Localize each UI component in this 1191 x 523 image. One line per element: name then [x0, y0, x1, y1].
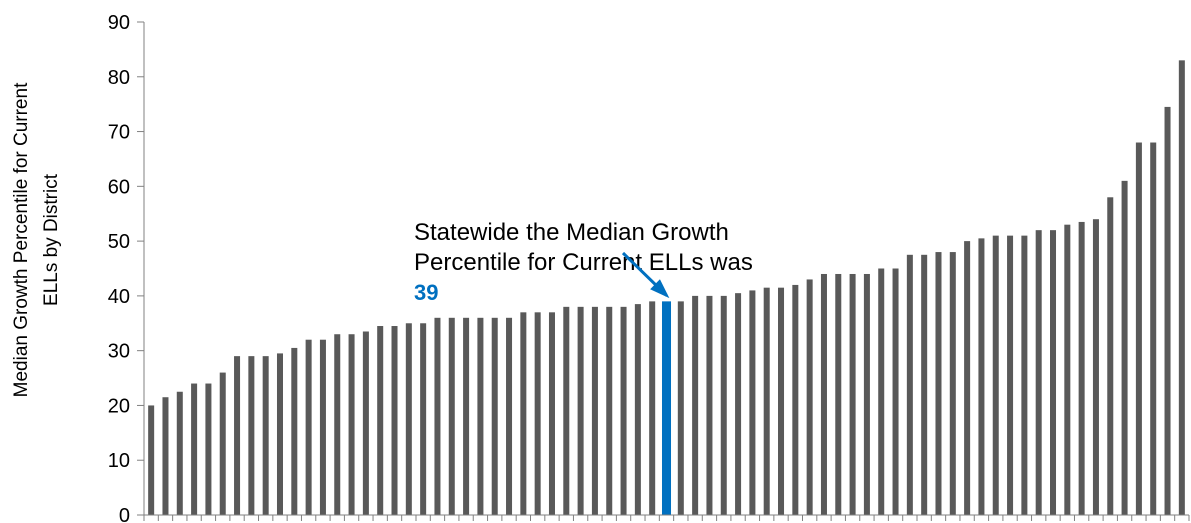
- y-tick-label-90: 90: [108, 12, 130, 34]
- bar: [276, 353, 283, 515]
- bar: [820, 273, 827, 515]
- bar: [978, 238, 985, 515]
- bar: [591, 306, 598, 515]
- bar: [649, 301, 656, 515]
- bar: [1150, 142, 1157, 515]
- bar: [291, 347, 298, 515]
- bar: [491, 317, 498, 515]
- bar: [191, 383, 198, 515]
- y-axis-label: Median Growth Percentile for Current ELL…: [11, 82, 62, 397]
- bar: [677, 301, 684, 515]
- y-tick-label-20: 20: [108, 395, 130, 417]
- y-tick-label-60: 60: [108, 176, 130, 198]
- bar: [506, 317, 513, 515]
- bar: [606, 306, 613, 515]
- bars: [148, 60, 1185, 516]
- annotation-line-1: Statewide the Median Growth: [414, 219, 729, 246]
- bar: [1107, 197, 1114, 516]
- bar: [634, 304, 641, 515]
- bar: [835, 273, 842, 515]
- bar: [563, 306, 570, 515]
- y-tick-label-70: 70: [108, 122, 130, 144]
- bar: [1007, 235, 1014, 515]
- bar: [448, 317, 455, 515]
- annotation-arrow-head: [650, 279, 670, 299]
- bar: [1121, 180, 1128, 515]
- bar: [878, 268, 885, 515]
- bar: [463, 317, 470, 515]
- bar-highlight-statewide: [661, 301, 672, 515]
- bar: [248, 356, 255, 515]
- bar: [763, 287, 770, 515]
- bar: [162, 397, 169, 515]
- bar: [362, 331, 369, 515]
- bar: [319, 339, 326, 515]
- annotation-value: 39: [414, 280, 438, 305]
- bar: [262, 356, 269, 515]
- bar: [305, 339, 312, 515]
- bar: [1092, 219, 1099, 515]
- y-tick-label-0: 0: [119, 505, 130, 523]
- bar: [692, 295, 699, 515]
- bar: [906, 254, 913, 516]
- y-axis-label-line-1: Median Growth Percentile for Current: [11, 82, 32, 397]
- bar: [1035, 230, 1042, 515]
- bar: [620, 306, 627, 515]
- bar: [863, 273, 870, 515]
- bar: [534, 312, 541, 515]
- bar: [792, 284, 799, 515]
- bar: [219, 372, 226, 515]
- bar: [520, 312, 527, 515]
- bar: [1164, 106, 1171, 516]
- bar: [949, 252, 956, 516]
- bar: [720, 295, 727, 515]
- bar: [1178, 60, 1185, 515]
- x-axis: [143, 514, 1190, 521]
- bar: [1021, 235, 1028, 515]
- y-tick-label-40: 40: [108, 286, 130, 308]
- bar: [892, 268, 899, 515]
- y-axis-label-line-2: ELLs by District: [41, 173, 62, 306]
- bar: [1135, 142, 1142, 515]
- bar: [749, 290, 756, 515]
- bar: [1064, 224, 1071, 515]
- bar: [577, 306, 584, 515]
- bar: [548, 312, 555, 515]
- bar: [706, 295, 713, 515]
- bar: [420, 323, 427, 515]
- bar: [348, 334, 355, 515]
- bar: [205, 383, 212, 515]
- bar: [477, 317, 484, 515]
- bar: [405, 323, 412, 515]
- y-axis: 0 10 20 30 40 50 60 70 80 90: [108, 12, 145, 523]
- bar: [234, 356, 241, 515]
- bar: [391, 326, 398, 515]
- y-tick-label-30: 30: [108, 341, 130, 363]
- bar: [964, 241, 971, 515]
- bar: [778, 287, 785, 515]
- bar: [735, 293, 742, 515]
- bar: [921, 254, 928, 516]
- y-tick-label-50: 50: [108, 231, 130, 253]
- bar: [1050, 230, 1057, 515]
- bar: [806, 279, 813, 515]
- bar: [176, 391, 183, 515]
- bar: [1078, 221, 1085, 515]
- annotation: Statewide the Median Growth Percentile f…: [414, 219, 753, 305]
- bar: [992, 235, 999, 515]
- bar: [148, 405, 155, 515]
- y-tick-label-10: 10: [108, 450, 130, 472]
- bar: [849, 273, 856, 515]
- bar: [434, 317, 441, 515]
- annotation-line-2: Percentile for Current ELLs was: [414, 249, 753, 276]
- bar: [377, 326, 384, 515]
- bar: [935, 252, 942, 516]
- bar: [334, 334, 341, 515]
- y-tick-label-80: 80: [108, 67, 130, 89]
